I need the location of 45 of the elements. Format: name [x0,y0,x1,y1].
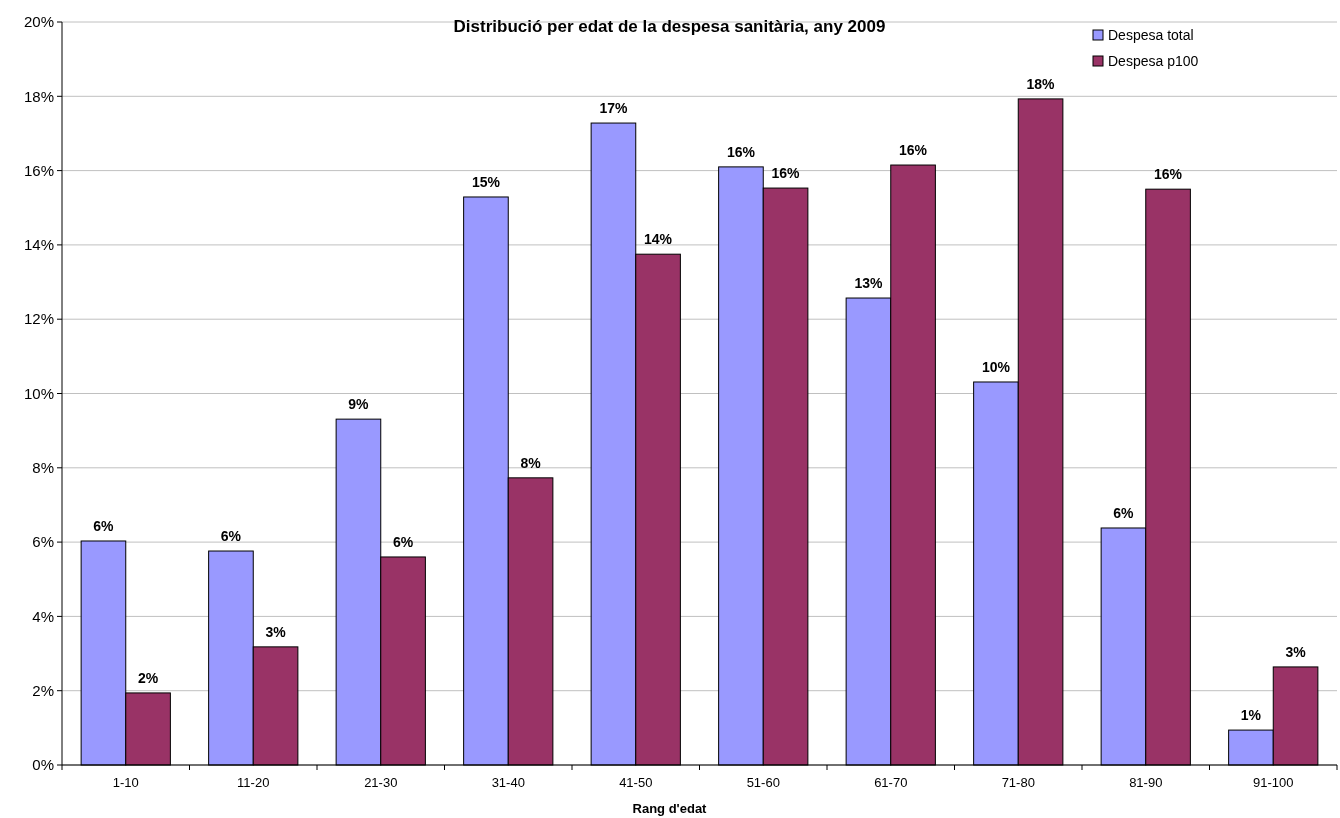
x-tick-label: 21-30 [364,775,398,790]
x-tick-label: 91-100 [1253,775,1294,790]
data-label: 6% [220,528,242,545]
y-tick-label: 18% [23,87,54,105]
y-tick-label: 16% [23,161,54,179]
data-label: 6% [392,533,414,550]
data-label: 16% [726,143,756,160]
y-tick-label: 14% [23,236,54,254]
y-tick-label: 10% [23,384,54,402]
x-tick-label: 51-60 [746,775,780,790]
data-label: 15% [471,173,501,190]
data-label: 2% [137,669,159,686]
data-label: 18% [1026,75,1056,92]
y-tick-label: 4% [32,607,54,625]
data-label: 3% [265,623,287,640]
x-tick-label: 71-80 [1001,775,1035,790]
x-tick-label: 41-50 [619,775,653,790]
y-tick-label: 2% [32,681,54,699]
y-tick-label: 20% [23,13,54,31]
data-label: 14% [644,231,673,248]
legend-label: Despesa p100 [1108,53,1199,69]
x-tick-label: 81-90 [1129,775,1163,790]
data-label: 6% [1113,504,1135,521]
data-label: 13% [854,275,883,292]
legend-label: Despesa total [1108,27,1194,43]
data-label: 6% [93,517,115,534]
data-label: 16% [899,142,928,159]
x-tick-label: 11-20 [237,775,270,790]
x-tick-label: 61-70 [874,775,908,790]
y-tick-label: 12% [23,310,54,328]
y-tick-label: 6% [32,533,54,551]
y-tick-label: 0% [32,756,54,774]
x-tick-label: 1-10 [112,775,139,790]
chart-title: Distribució per edat de la despesa sanitària, any 2009 [453,17,886,36]
data-label: 10% [981,358,1011,375]
data-label: 3% [1285,643,1307,660]
x-tick-label: 31-40 [491,775,525,790]
data-label: 9% [348,396,370,413]
data-label: 16% [771,165,801,182]
data-label: 17% [599,100,628,117]
data-label: 1% [1240,707,1262,724]
data-label: 16% [1154,166,1183,183]
x-axis-title: Rang d'edat [632,801,708,816]
data-label: 8% [520,454,542,471]
y-tick-label: 8% [32,459,54,477]
